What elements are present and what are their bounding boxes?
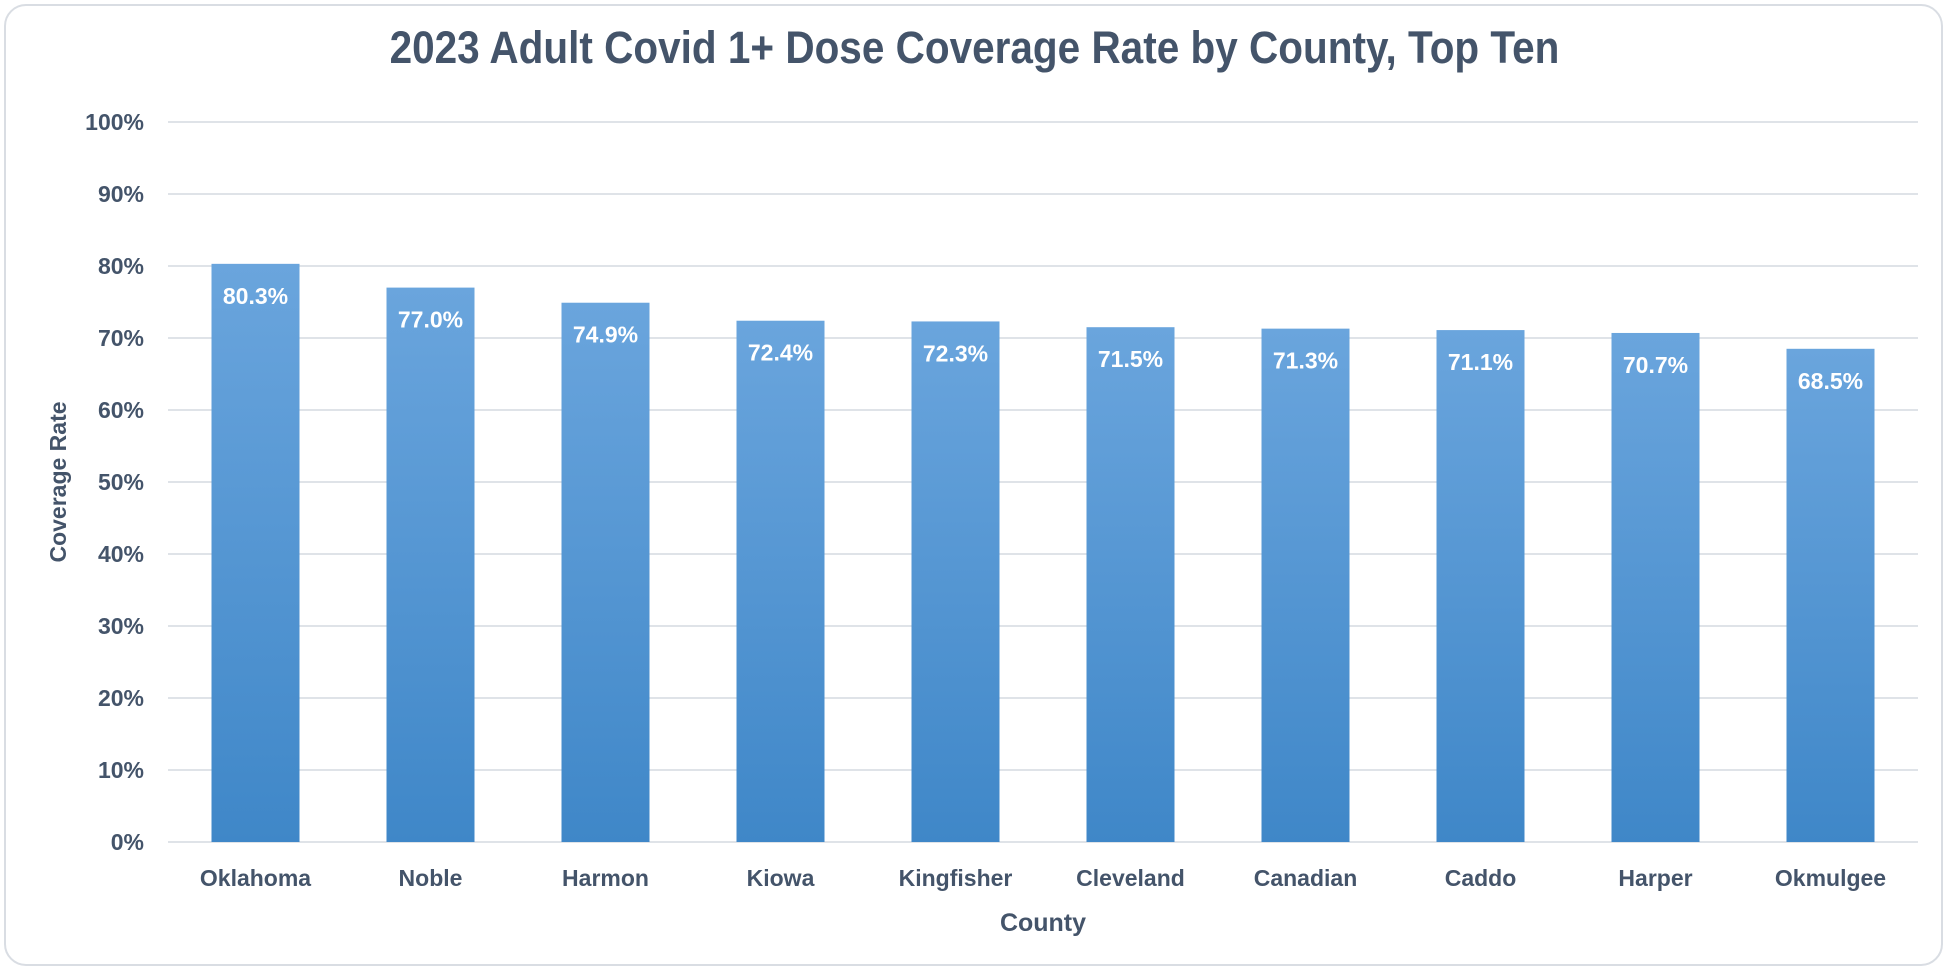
y-axis-ticks: 0% 10% 20% 30% 40% 50% 60% 70% 80% 90% 100% <box>85 109 144 855</box>
x-axis-ticks: Oklahoma Noble Harmon Kiowa Kingfisher Clevel… <box>200 865 1886 891</box>
bar-canadian <box>1261 328 1350 842</box>
x-tick-label: Oklahoma <box>200 865 311 891</box>
chart-title: 2023 Adult Covid 1+ Dose Coverage Rate b… <box>389 22 1560 73</box>
y-tick-label: 30% <box>98 613 144 639</box>
bar-harmon <box>561 302 650 843</box>
y-tick-label: 80% <box>98 253 144 279</box>
y-tick-label: 10% <box>98 757 144 783</box>
y-tick-label: 60% <box>98 397 144 423</box>
bar-okmulgee <box>1786 348 1875 842</box>
bar-caddo <box>1436 330 1525 842</box>
y-axis-title: Coverage Rate <box>45 401 71 562</box>
x-tick-label: Kingfisher <box>899 865 1013 891</box>
bar-oklahoma <box>211 263 300 843</box>
y-tick-label: 40% <box>98 541 144 567</box>
y-tick-label: 0% <box>111 829 144 855</box>
x-axis-title: County <box>1000 909 1086 937</box>
y-tick-label: 20% <box>98 685 144 711</box>
x-tick-label: Harmon <box>562 865 649 891</box>
x-tick-label: Okmulgee <box>1775 865 1886 891</box>
data-label: 68.5% <box>1798 368 1863 394</box>
data-label: 74.9% <box>573 322 638 348</box>
data-label: 71.3% <box>1273 348 1338 374</box>
data-label: 72.4% <box>748 340 813 366</box>
data-label: 77.0% <box>398 307 463 333</box>
x-tick-label: Cleveland <box>1076 865 1185 891</box>
data-label: 70.7% <box>1623 352 1688 378</box>
x-tick-label: Noble <box>399 865 463 891</box>
y-tick-label: 50% <box>98 469 144 495</box>
bar-kingfisher <box>911 321 1000 842</box>
x-tick-label: Kiowa <box>747 865 815 891</box>
data-labels: 80.3% 77.0% 74.9% 72.4% 72.3% 71.5% 71.3% 71.1%… <box>223 283 1863 394</box>
bar-cleveland <box>1086 327 1175 842</box>
bars <box>211 263 1875 843</box>
data-label: 71.5% <box>1098 346 1163 372</box>
bar-noble <box>386 287 475 843</box>
y-tick-label: 70% <box>98 325 144 351</box>
bar-kiowa <box>736 320 825 843</box>
x-tick-label: Caddo <box>1445 865 1517 891</box>
y-tick-label: 90% <box>98 181 144 207</box>
x-tick-label: Harper <box>1618 865 1692 891</box>
data-label: 71.1% <box>1448 349 1513 375</box>
data-label: 72.3% <box>923 340 988 366</box>
x-tick-label: Canadian <box>1254 865 1358 891</box>
data-label: 80.3% <box>223 283 288 309</box>
y-tick-label: 100% <box>85 109 144 135</box>
bar-harper <box>1611 332 1700 842</box>
